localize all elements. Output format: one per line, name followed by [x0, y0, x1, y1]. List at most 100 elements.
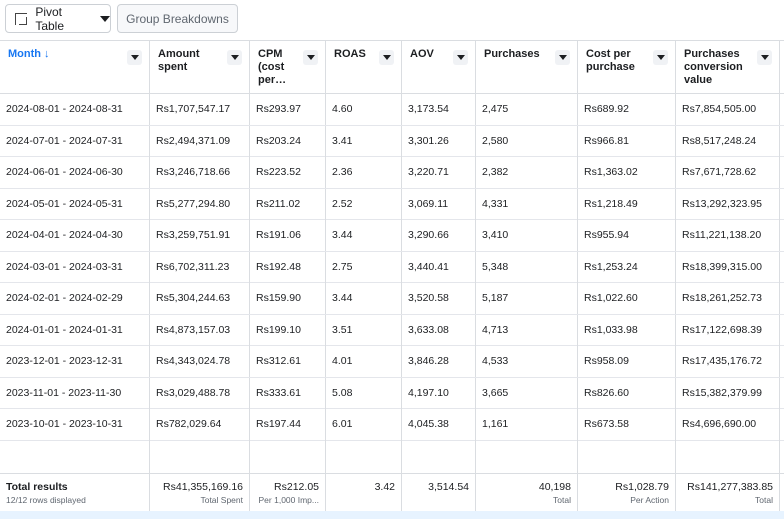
pivot-table-button[interactable]: Pivot Table [5, 4, 111, 33]
cell-purchases: 2,475 [476, 94, 578, 125]
column-menu-icon[interactable] [453, 50, 468, 65]
cell-amount: Rs2,494,371.09 [150, 125, 250, 157]
cell-aov: 3,173.54 [402, 94, 476, 125]
column-menu-icon[interactable] [303, 50, 318, 65]
total-value: 3,514.54 [428, 481, 469, 493]
column-header-purchases[interactable]: Purchases [476, 41, 578, 94]
table-row[interactable]: 2024-03-01 - 2024-03-31 Rs6,702,311.23 Rs1… [0, 251, 784, 283]
table-row[interactable]: 2024-08-01 - 2024-08-31 Rs1,707,547.17 Rs2… [0, 94, 784, 126]
cell-roas: 5.08 [326, 377, 402, 409]
column-menu-icon[interactable] [653, 50, 668, 65]
cell-month: 2024-05-01 - 2024-05-31 [0, 188, 150, 220]
cell-cpp: Rs1,363.02 [578, 157, 676, 188]
table-row[interactable]: 2023-10-01 - 2023-10-31 Rs782,029.64 Rs197… [0, 409, 784, 441]
total-sublabel: Per Action [630, 495, 669, 505]
table-row[interactable]: 2024-02-01 - 2024-02-29 Rs5,304,244.63 Rs1… [0, 283, 784, 315]
cell-month: 2024-08-01 - 2024-08-31 [0, 94, 150, 125]
cell-cpp: Rs955.94 [578, 220, 676, 251]
toolbar: Pivot Table Group Breakdowns [0, 0, 784, 40]
column-header-cpm[interactable]: CPM (cost per… [250, 41, 326, 94]
empty-cell [150, 435, 250, 473]
cell-amount: Rs3,029,488.78 [150, 377, 250, 409]
total-aov: 3,514.54 [402, 474, 476, 512]
table-row[interactable]: 2023-11-01 - 2023-11-30 Rs3,029,488.78 Rs3… [0, 377, 784, 409]
total-purchases: 40,198 Total [476, 474, 578, 512]
cell-cpp: Rs1,218.49 [578, 188, 676, 220]
cell-amount: Rs782,029.64 [150, 409, 250, 440]
cell-aov: 3,220.71 [402, 157, 476, 188]
column-header-roas[interactable]: ROAS [326, 41, 402, 94]
table-row[interactable]: 2024-05-01 - 2024-05-31 Rs5,277,294.80 Rs2… [0, 188, 784, 220]
cell-cpp: Rs826.60 [578, 377, 676, 409]
cell-aov: 4,197.10 [402, 377, 476, 409]
cell-amount: Rs5,304,244.63 [150, 283, 250, 314]
total-value: 40,198 [538, 481, 571, 493]
horizontal-scrollbar[interactable] [0, 511, 784, 519]
empty-cell [402, 435, 476, 473]
cell-purchases: 3,665 [476, 377, 578, 409]
column-menu-icon[interactable] [379, 50, 394, 65]
cell-aov: 3,290.66 [402, 220, 476, 251]
cell-amount: Rs4,343,024.78 [150, 346, 250, 377]
column-menu-icon[interactable] [227, 50, 242, 65]
cell-pcv: Rs4,696,690.00 [676, 409, 780, 440]
cell-roas: 3.51 [326, 314, 402, 346]
total-cpp: Rs1,028.79 Per Action [578, 474, 676, 512]
cell-cpm: Rs223.52 [250, 157, 326, 188]
column-header-pcv[interactable]: Purchases conversion value [676, 41, 780, 94]
cell-aov: 3,069.11 [402, 188, 476, 220]
cell-cpp: Rs1,033.98 [578, 314, 676, 346]
column-header-label: Purchases [484, 48, 540, 60]
column-menu-icon[interactable] [127, 50, 142, 65]
cell-amount: Rs3,246,718.66 [150, 157, 250, 188]
cell-aov: 3,846.28 [402, 346, 476, 377]
table-row[interactable]: 2024-07-01 - 2024-07-31 Rs2,494,371.09 Rs2… [0, 125, 784, 157]
table-row[interactable]: 2024-01-01 - 2024-01-31 Rs4,873,157.03 Rs1… [0, 314, 784, 346]
table-row[interactable]: 2024-06-01 - 2024-06-30 Rs3,246,718.66 Rs2… [0, 157, 784, 189]
cell-month: 2023-10-01 - 2023-10-31 [0, 409, 150, 440]
cell-amount: Rs6,702,311.23 [150, 251, 250, 283]
cell-month: 2024-02-01 - 2024-02-29 [0, 283, 150, 314]
table-empty-area [0, 435, 784, 473]
cell-pcv: Rs17,122,698.39 [676, 314, 780, 346]
total-sublabel: Total [553, 495, 571, 505]
cell-cpp: Rs1,022.60 [578, 283, 676, 314]
column-menu-icon[interactable] [757, 50, 772, 65]
empty-cell [326, 435, 402, 473]
column-header-label: CPM (cost per… [258, 48, 287, 86]
column-header-label: Purchases conversion value [684, 48, 743, 86]
column-menu-icon[interactable] [555, 50, 570, 65]
cell-roas: 2.36 [326, 157, 402, 188]
column-header-label: Cost per purchase [586, 48, 635, 73]
total-sublabel: Per 1,000 Imp... [258, 495, 319, 505]
column-header-month[interactable]: Month ↓ [0, 41, 150, 94]
totals-label: Total results [6, 481, 68, 493]
cell-month: 2024-03-01 - 2024-03-31 [0, 251, 150, 283]
cell-roas: 4.60 [326, 94, 402, 125]
total-value: Rs212.05 [274, 481, 319, 493]
column-header-cpp[interactable]: Cost per purchase [578, 41, 676, 94]
cell-aov: 3,301.26 [402, 125, 476, 157]
column-header-label: Month ↓ [8, 48, 50, 60]
rows-displayed: 12/12 rows displayed [6, 495, 86, 505]
cell-cpm: Rs159.90 [250, 283, 326, 314]
pivot-table-label: Pivot Table [35, 4, 65, 33]
total-value: Rs41,355,169.16 [163, 481, 243, 493]
total-sublabel: Total Spent [200, 495, 243, 505]
cell-cpm: Rs192.48 [250, 251, 326, 283]
cell-purchases: 2,580 [476, 125, 578, 157]
column-header-amount[interactable]: Amount spent [150, 41, 250, 94]
cell-pcv: Rs13,292,323.95 [676, 188, 780, 220]
cell-pcv: Rs11,221,138.20 [676, 220, 780, 251]
cell-purchases: 5,187 [476, 283, 578, 314]
cell-pcv: Rs7,671,728.62 [676, 157, 780, 188]
cell-roas: 4.01 [326, 346, 402, 377]
column-header-aov[interactable]: AOV [402, 41, 476, 94]
group-breakdowns-button[interactable]: Group Breakdowns [117, 4, 238, 33]
cell-cpm: Rs312.61 [250, 346, 326, 377]
table-row[interactable]: 2024-04-01 - 2024-04-30 Rs3,259,751.91 Rs1… [0, 220, 784, 252]
table-row[interactable]: 2023-12-01 - 2023-12-31 Rs4,343,024.78 Rs3… [0, 346, 784, 378]
cell-cpp: Rs958.09 [578, 346, 676, 377]
cell-purchases: 5,348 [476, 251, 578, 283]
total-amount: Rs41,355,169.16 Total Spent [150, 474, 250, 512]
